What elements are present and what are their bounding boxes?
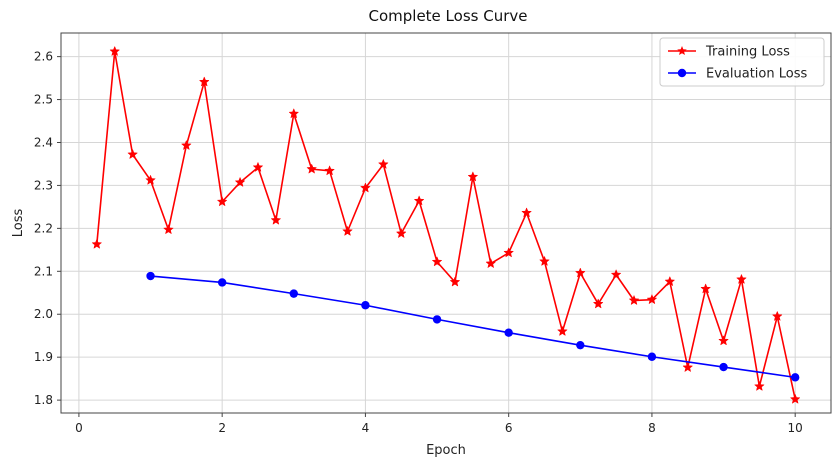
plot-frame [60, 32, 832, 414]
x-tick-label: 10 [788, 421, 803, 435]
y-tick-label: 1.8 [34, 393, 53, 407]
training-loss-point [91, 238, 103, 249]
x-tick-label: 4 [362, 421, 370, 435]
evaluation-loss-point [790, 373, 800, 382]
training-loss-point [771, 310, 783, 321]
y-tick-label: 2.3 [34, 178, 53, 192]
y-tick-label: 2.0 [34, 307, 53, 321]
training-loss-point [413, 195, 425, 206]
evaluation-loss-point [146, 271, 155, 281]
training-loss-point [700, 283, 712, 294]
training-loss-point [521, 207, 532, 218]
training-loss-point [198, 76, 210, 87]
training-loss-point [109, 45, 121, 57]
y-tick-label: 2.1 [34, 264, 53, 278]
training-loss-point [592, 298, 604, 309]
legend: Training Loss Evaluation Loss [659, 37, 825, 87]
y-tick-label: 2.4 [34, 135, 53, 149]
training-loss-point [360, 182, 371, 193]
training-loss-point [180, 139, 192, 151]
evaluation-loss-point [289, 289, 298, 298]
training-loss-line [96, 50, 796, 400]
legend-item-training-loss: Training Loss [668, 45, 790, 60]
series-layer [91, 45, 801, 404]
training-loss-point [288, 108, 300, 119]
training-loss-point [163, 223, 174, 235]
training-loss-point [145, 174, 156, 185]
chart-title: Complete Loss Curve [369, 7, 528, 25]
evaluation-loss-point [504, 328, 513, 337]
training-loss-point [252, 161, 264, 172]
training-loss-point [306, 163, 318, 174]
y-tick-label: 2.2 [34, 221, 53, 235]
evaluation-loss-point [361, 301, 370, 310]
legend-marker [677, 68, 687, 78]
training-loss-point [628, 294, 640, 306]
training-loss-point [574, 267, 586, 278]
training-loss-point [736, 273, 747, 285]
training-loss-point [395, 227, 407, 239]
legend-box [659, 37, 825, 87]
training-loss-point [342, 225, 353, 236]
x-tick-label: 8 [648, 421, 656, 435]
evaluation-loss-point [719, 362, 728, 372]
training-loss-point [216, 196, 228, 207]
x-tick-label: 2 [218, 421, 226, 435]
evaluation-loss-point [647, 352, 657, 361]
legend-item-evaluation-loss: Evaluation Loss [668, 67, 807, 82]
training-loss-point [718, 335, 729, 346]
training-loss-point [377, 158, 389, 169]
y-axis-label: Loss [11, 209, 26, 238]
evaluation-loss-point [217, 278, 227, 287]
x-tick-label: 6 [505, 421, 513, 435]
training-loss-point [503, 247, 515, 258]
y-tick-label: 2.5 [34, 93, 53, 107]
x-tick-label: 0 [75, 421, 83, 435]
legend-label: Training Loss [705, 45, 790, 60]
grid [61, 33, 831, 413]
training-loss-point [682, 361, 694, 373]
training-loss-point [753, 380, 765, 391]
legend-label: Evaluation Loss [706, 67, 807, 82]
training-loss-point [449, 276, 461, 287]
x-axis-label: Epoch [426, 443, 466, 458]
training-loss-point [539, 255, 550, 267]
evaluation-loss-point [432, 315, 442, 324]
training-loss-point [431, 256, 443, 267]
training-loss-point [485, 257, 497, 269]
training-loss-point [467, 171, 479, 182]
training-loss-point [646, 293, 658, 305]
training-loss-point [270, 214, 282, 225]
training-loss-point [610, 269, 622, 280]
evaluation-loss-point [576, 340, 585, 350]
training-loss-point [664, 275, 676, 287]
training-loss-point [557, 325, 568, 337]
evaluation-loss-line [150, 275, 796, 379]
training-loss-point [324, 165, 335, 176]
y-tick-label: 1.9 [34, 350, 53, 364]
training-loss-point [234, 176, 246, 188]
training-loss-point [127, 148, 139, 160]
training-loss-point [789, 393, 801, 404]
series-training-loss [91, 45, 801, 404]
legend-marker [677, 46, 687, 56]
y-tick-label: 2.6 [34, 50, 53, 64]
ticks: 0 2 4 6 8 10 1.8 1.9 2.0 2.1 2.2 2.3 2.4 2.5 2.6 [34, 50, 803, 435]
series-evaluation-loss [146, 271, 800, 382]
